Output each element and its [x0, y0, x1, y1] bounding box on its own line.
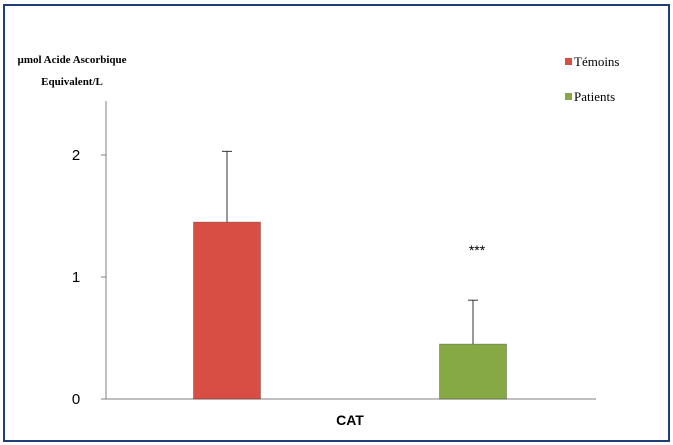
x-category-label: CAT: [336, 412, 364, 428]
chart-svg: µmol Acide Ascorbique Equivalent/L Témoi…: [17, 54, 620, 428]
y-axis-label-line-1: µmol Acide Ascorbique: [17, 54, 126, 66]
significance-annotation: ***: [469, 242, 486, 258]
y-tick-label: 1: [72, 269, 80, 286]
plot-area: 0 1 2 *** CAT: [72, 101, 596, 428]
legend: Témoins Patients: [565, 54, 620, 104]
legend-swatch-patients: [565, 93, 572, 100]
legend-label-patients: Patients: [574, 89, 615, 104]
legend-label-temoins: Témoins: [574, 54, 620, 69]
bar-tmoins: [193, 221, 261, 400]
legend-swatch-temoins: [565, 58, 572, 65]
bar-patients: [439, 343, 507, 400]
y-tick-label: 0: [72, 391, 80, 408]
chart-frame: µmol Acide Ascorbique Equivalent/L Témoi…: [3, 4, 670, 442]
y-axis-label-line-2: Equivalent/L: [41, 76, 103, 88]
y-tick-label: 2: [72, 147, 80, 164]
